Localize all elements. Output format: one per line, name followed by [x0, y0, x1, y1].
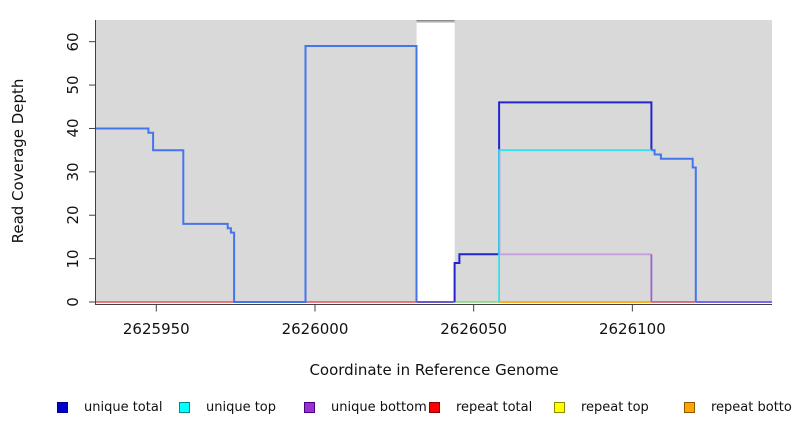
- y-tick-label: 40: [64, 118, 82, 138]
- legend-swatch-icon: [684, 401, 695, 413]
- legend-item-unique-bottom: unique bottom: [304, 399, 427, 415]
- x-axis-title: Coordinate in Reference Genome: [309, 361, 559, 379]
- legend-label: repeat bottom: [711, 399, 792, 415]
- y-tick-label: 30: [64, 162, 82, 182]
- series-unique-total-right-descent: [651, 149, 697, 302]
- uncovered-region: [416, 20, 455, 302]
- legend-label: repeat top: [581, 399, 649, 415]
- legend-swatch-icon: [304, 401, 315, 413]
- x-tick-label: 2626050: [440, 320, 508, 338]
- series-unique-total-left-staircase: [96, 45, 418, 303]
- y-axis-title: Read Coverage Depth: [9, 78, 27, 244]
- y-tick-label: 50: [64, 75, 82, 95]
- legend-item-repeat-top: repeat top: [554, 399, 649, 415]
- x-tick-label: 2626000: [281, 320, 349, 338]
- legend-swatch-icon: [429, 401, 440, 413]
- x-tick-label: 2625950: [122, 320, 190, 338]
- y-tick-label: 20: [64, 205, 82, 225]
- legend-swatch-icon: [57, 401, 68, 413]
- series-unique-top: [498, 149, 652, 302]
- y-tick-label: 0: [64, 297, 82, 307]
- y-tick-label: 10: [64, 249, 82, 269]
- x-tick-label: 2626100: [598, 320, 666, 338]
- legend-swatch-icon: [554, 401, 565, 413]
- legend-item-unique-total: unique total: [57, 399, 162, 415]
- legend-label: unique top: [206, 399, 277, 415]
- legend-item-repeat-bottom: repeat bottom: [684, 399, 792, 415]
- legend-label: repeat total: [456, 399, 533, 415]
- legend-swatch-icon: [179, 401, 190, 413]
- legend-item-repeat-total: repeat total: [429, 399, 532, 415]
- y-tick-label: 60: [64, 32, 82, 52]
- legend-item-unique-top: unique top: [179, 399, 276, 415]
- legend-label: unique total: [84, 399, 163, 415]
- legend-label: unique bottom: [331, 399, 427, 415]
- series-unique-total-right-plateau: [453, 101, 653, 302]
